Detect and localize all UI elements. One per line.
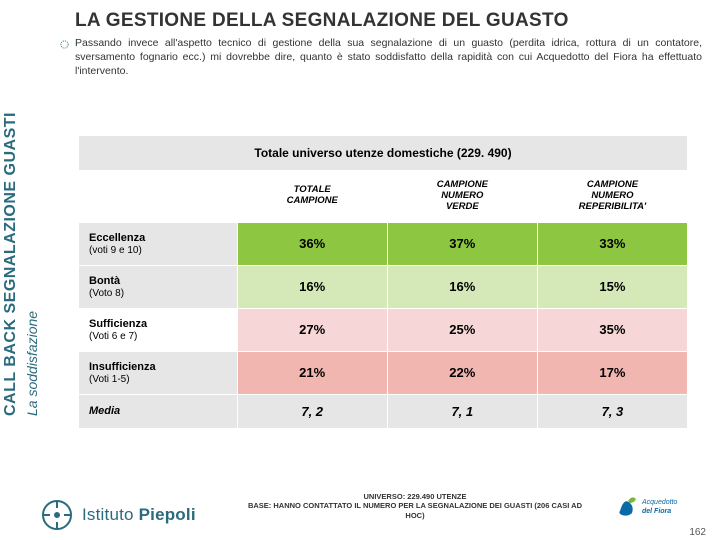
footer: Istituto Piepoli UNIVERSO: 229.490 UTENZ… xyxy=(0,484,720,540)
row-label: Eccellenza(voti 9 e 10) xyxy=(79,222,238,265)
table-row: Insufficienza(Voti 1-5)21%22%17% xyxy=(79,351,688,394)
cell-value: 36% xyxy=(237,222,387,265)
piepoli-text: Istituto Piepoli xyxy=(82,505,196,525)
footer-note-line1: UNIVERSO: 229.490 UTENZE xyxy=(364,492,467,501)
sidebar-sub-label: La soddisfazione xyxy=(24,311,40,416)
cell-value: 7, 2 xyxy=(237,394,387,428)
page-number: 162 xyxy=(689,527,706,538)
sidebar-main-label: CALL BACK SEGNALAZIONE GUASTI xyxy=(2,112,20,416)
cell-value: 35% xyxy=(537,308,687,351)
slide: LA GESTIONE DELLA SEGNALAZIONE DEL GUAST… xyxy=(0,0,720,540)
piepoli-name: Piepoli xyxy=(139,505,196,524)
piepoli-istituto: Istituto xyxy=(82,505,139,524)
cell-value: 16% xyxy=(237,265,387,308)
intro-paragraph: Passando invece all'aspetto tecnico di g… xyxy=(75,36,702,79)
table-header-0: TOTALECAMPIONE xyxy=(237,171,387,223)
bullet-icon xyxy=(60,36,69,45)
page-title: LA GESTIONE DELLA SEGNALAZIONE DEL GUAST… xyxy=(75,10,569,32)
table-row: Media7, 27, 17, 3 xyxy=(79,394,688,428)
table-header-2: CAMPIONENUMEROREPERIBILITA' xyxy=(537,171,687,223)
table-super-header: Totale universo utenze domestiche (229. … xyxy=(79,136,688,171)
row-label: Sufficienza(Voti 6 e 7) xyxy=(79,308,238,351)
cell-value: 22% xyxy=(387,351,537,394)
cell-value: 15% xyxy=(537,265,687,308)
cell-value: 21% xyxy=(237,351,387,394)
footer-note: UNIVERSO: 229.490 UTENZE BASE: HANNO CON… xyxy=(240,492,590,520)
cell-value: 25% xyxy=(387,308,537,351)
data-table: Totale universo utenze domestiche (229. … xyxy=(78,135,688,429)
piepoli-icon xyxy=(40,498,74,532)
table-row: Bontà(Voto 8)16%16%15% xyxy=(79,265,688,308)
cell-value: 27% xyxy=(237,308,387,351)
sidebar: CALL BACK SEGNALAZIONE GUASTI La soddisf… xyxy=(10,6,56,480)
cell-value: 17% xyxy=(537,351,687,394)
cell-value: 37% xyxy=(387,222,537,265)
footer-note-line2: BASE: HANNO CONTATTATO IL NUMERO PER LA … xyxy=(248,501,582,519)
row-label: Bontà(Voto 8) xyxy=(79,265,238,308)
cell-value: 16% xyxy=(387,265,537,308)
table-header-empty xyxy=(79,171,238,223)
logo-acquedotto: Acquedotto del Fiora xyxy=(614,491,700,526)
row-label: Insufficienza(Voti 1-5) xyxy=(79,351,238,394)
table-row: Eccellenza(voti 9 e 10)36%37%33% xyxy=(79,222,688,265)
cell-value: 33% xyxy=(537,222,687,265)
logo-piepoli: Istituto Piepoli xyxy=(40,498,196,532)
cell-value: 7, 1 xyxy=(387,394,537,428)
svg-text:del Fiora: del Fiora xyxy=(642,508,671,515)
svg-text:Acquedotto: Acquedotto xyxy=(641,499,678,506)
table-row: Sufficienza(Voti 6 e 7)27%25%35% xyxy=(79,308,688,351)
table-header-1: CAMPIONENUMEROVERDE xyxy=(387,171,537,223)
row-label: Media xyxy=(79,394,238,428)
cell-value: 7, 3 xyxy=(537,394,687,428)
